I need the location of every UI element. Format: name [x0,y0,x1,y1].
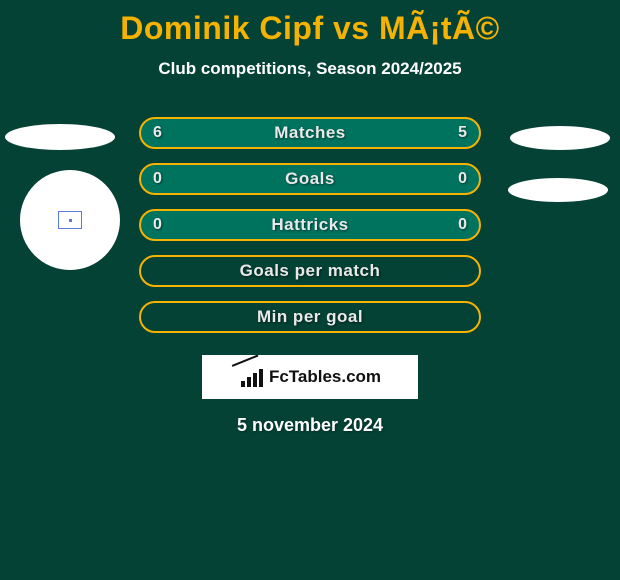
stat-label: Hattricks [271,215,348,235]
decor-ellipse-right-mid [508,178,608,202]
source-badge: FcTables.com [202,355,418,399]
decor-ellipse-left-top [5,124,115,150]
stat-right-value: 0 [458,216,467,234]
stat-left-value: 6 [153,124,162,142]
source-badge-text: FcTables.com [269,367,381,387]
stat-right-value: 0 [458,170,467,188]
stat-row-hattricks: 0 Hattricks 0 [139,209,481,241]
stat-left-value: 0 [153,216,162,234]
stat-label: Min per goal [257,307,363,327]
player-avatar-placeholder [20,170,120,270]
chart-icon [239,367,265,387]
stat-left-value: 0 [153,170,162,188]
stat-label: Goals [285,169,335,189]
stat-right-value: 5 [458,124,467,142]
stat-row-min-per-goal: Min per goal [139,301,481,333]
page-title: Dominik Cipf vs MÃ¡tÃ© [0,0,620,47]
image-placeholder-icon [58,211,82,229]
stat-row-goals: 0 Goals 0 [139,163,481,195]
stat-label: Goals per match [240,261,381,281]
stat-label: Matches [274,123,346,143]
stat-row-matches: 6 Matches 5 [139,117,481,149]
stat-row-goals-per-match: Goals per match [139,255,481,287]
date-label: 5 november 2024 [0,415,620,436]
page-subtitle: Club competitions, Season 2024/2025 [0,59,620,79]
decor-ellipse-right-top [510,126,610,150]
